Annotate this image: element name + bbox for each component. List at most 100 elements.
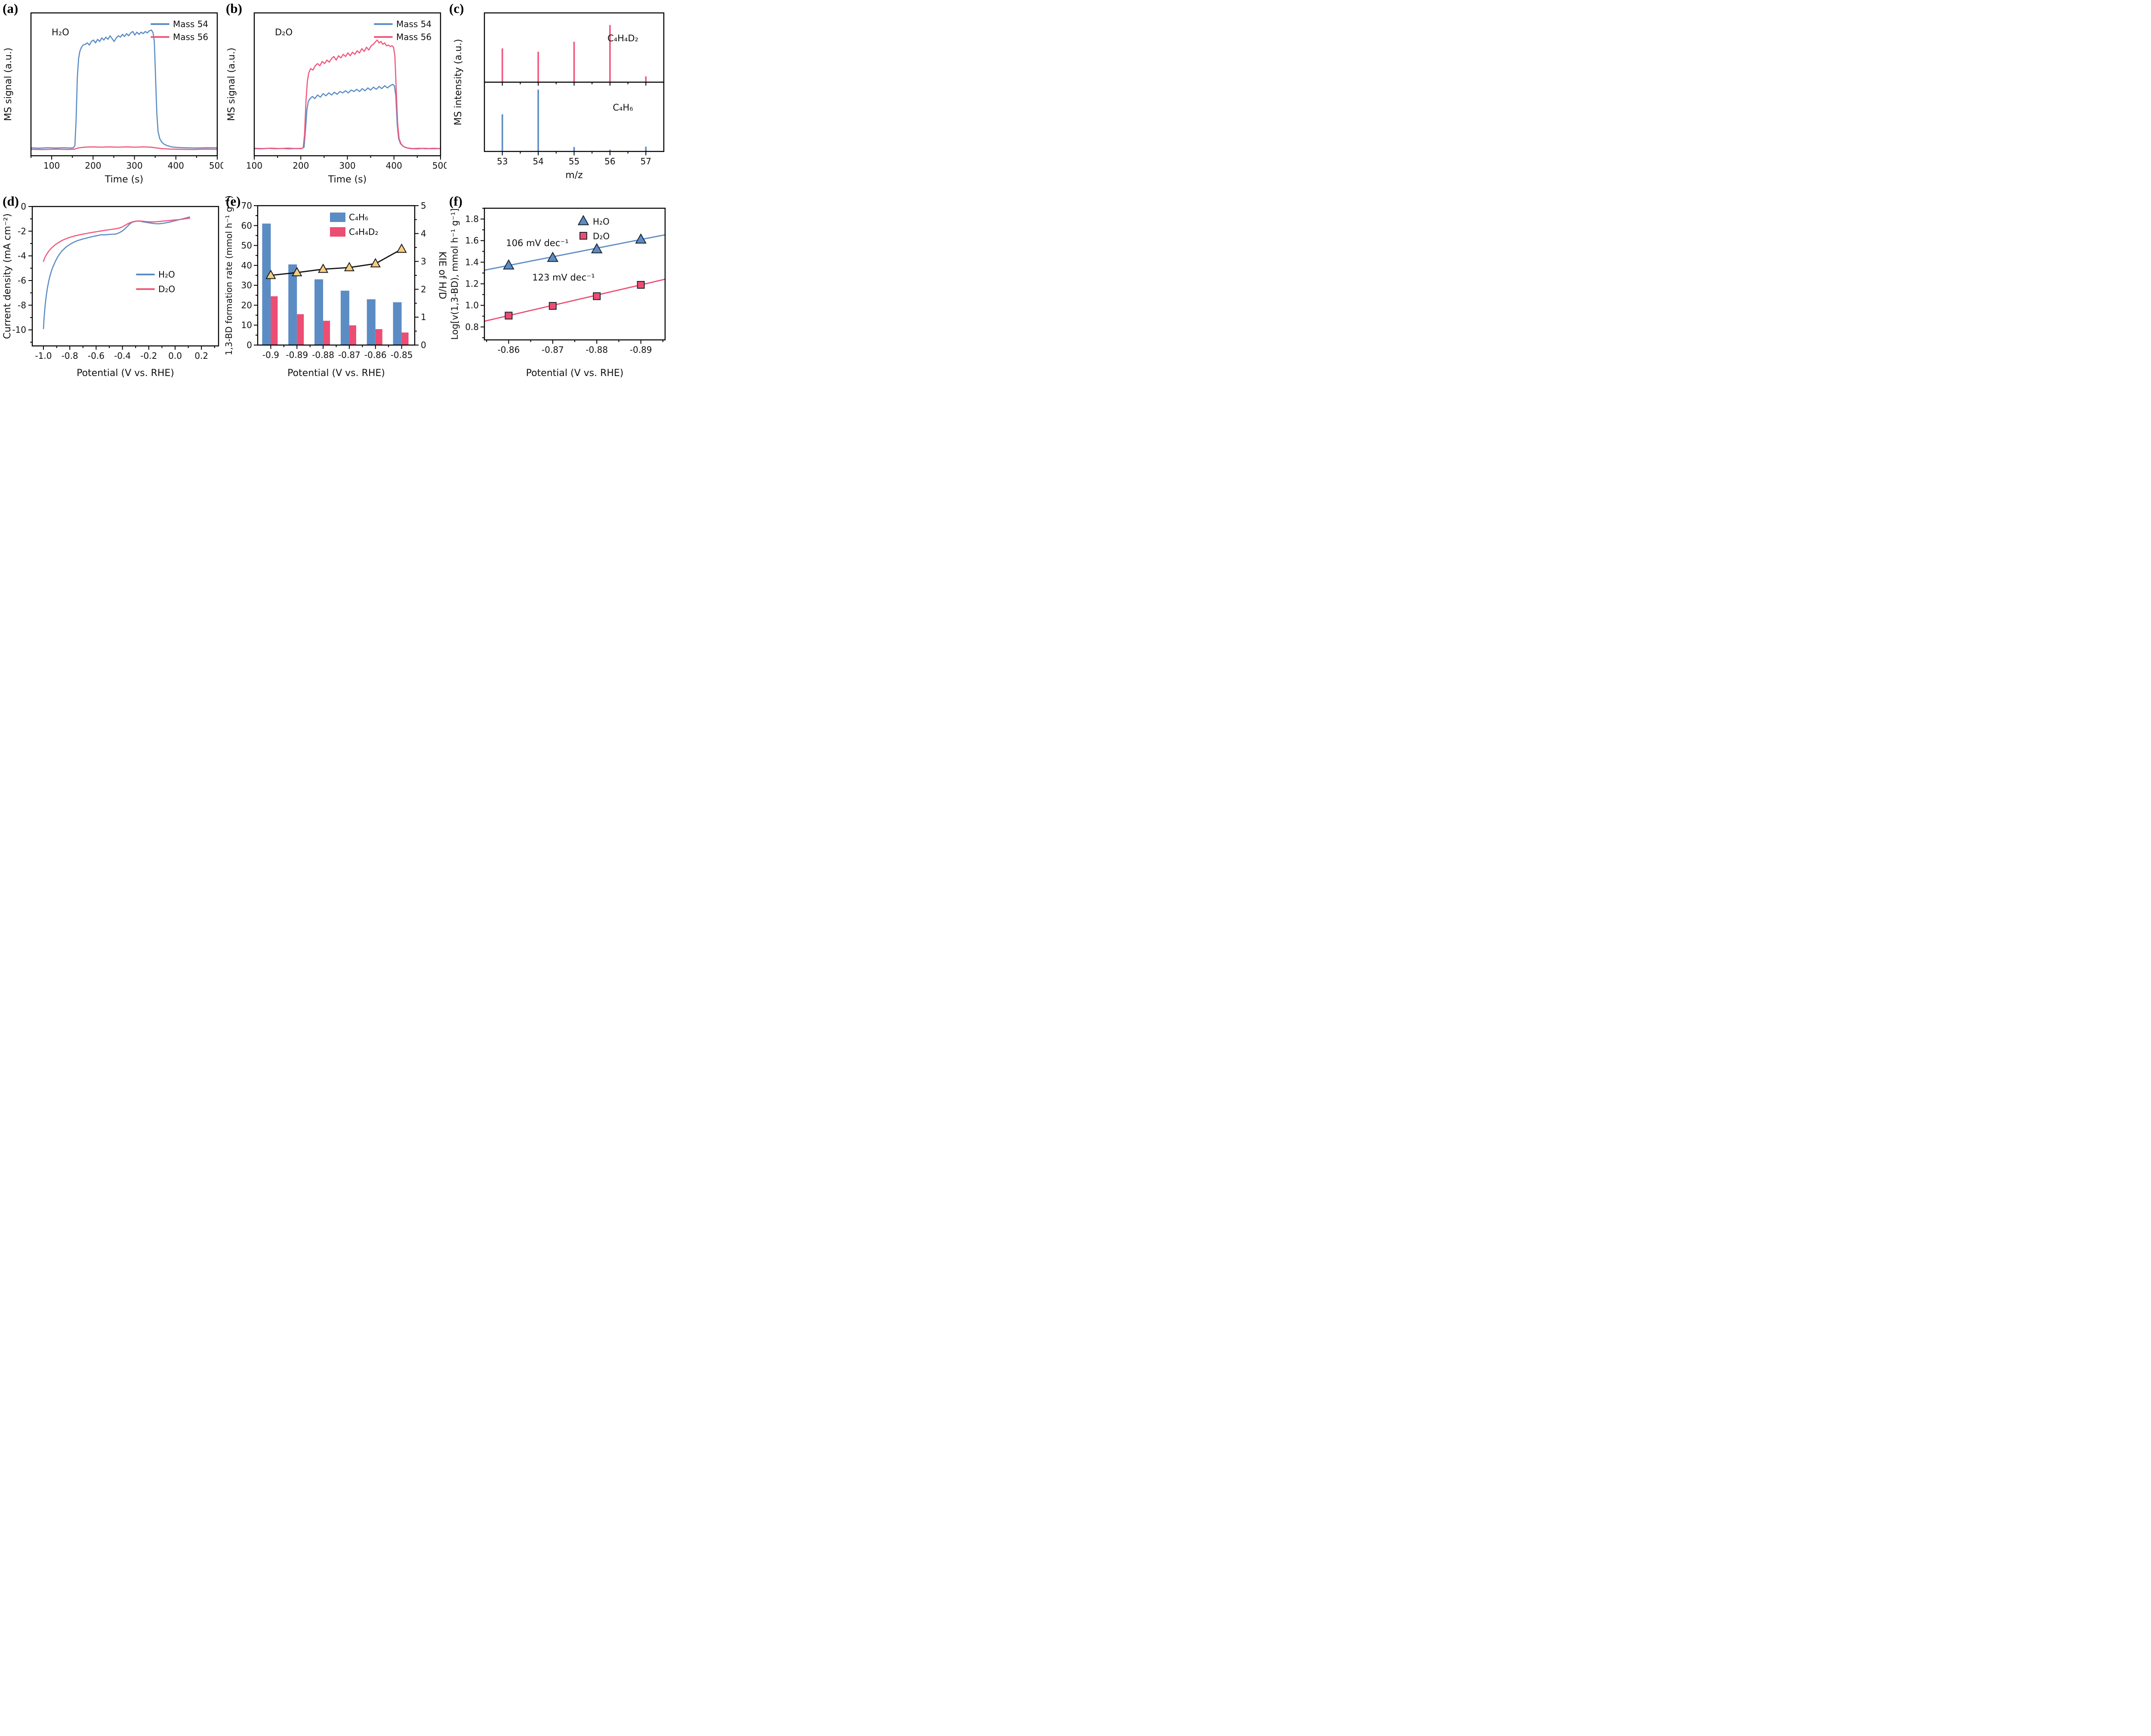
svg-text:2: 2	[421, 284, 426, 294]
svg-text:50: 50	[241, 241, 252, 251]
series-line	[270, 248, 402, 276]
svg-text:57: 57	[641, 156, 651, 167]
panel-b-chart: 100 200 300 400 500 Time (s) MS signal (a.u.) D…	[226, 12, 447, 185]
svg-text:H₂O: H₂O	[52, 27, 69, 37]
svg-text:-6: -6	[18, 275, 26, 286]
svg-text:-0.8: -0.8	[62, 351, 78, 361]
svg-text:54: 54	[533, 156, 543, 167]
bar-c4h4d2	[323, 321, 330, 345]
series-line	[484, 234, 666, 271]
series-line	[484, 278, 666, 322]
panel-f: (f) -0.86 -0.87 -0.88 -0.89 0.8 1.0 1.2 1.4 1.6 1…	[447, 193, 670, 386]
svg-text:5: 5	[421, 200, 426, 211]
panel-e: (e) 0 10 20 30 40 50 60 70 0 1 2 3 4 5 -0.9 -0.89 -0.88-…	[223, 193, 447, 386]
legend: H₂O D₂O	[136, 269, 175, 294]
svg-text:-0.9: -0.9	[262, 350, 279, 360]
svg-text:300: 300	[339, 160, 355, 171]
svg-text:1.2: 1.2	[465, 279, 479, 289]
plot-frame	[30, 12, 218, 157]
svg-text:500: 500	[432, 160, 447, 171]
svg-text:400: 400	[386, 160, 402, 171]
panel-a: (a) 100 200 300 400 500 Time (s) MS signal (a.…	[0, 0, 223, 193]
svg-text:MS signal (a.u.): MS signal (a.u.)	[226, 48, 237, 121]
svg-text:100: 100	[43, 160, 60, 171]
svg-text:106 mV dec⁻¹: 106 mV dec⁻¹	[506, 238, 569, 248]
svg-text:D₂O: D₂O	[275, 27, 293, 37]
legend-swatch	[330, 213, 345, 222]
svg-text:-4: -4	[18, 251, 26, 261]
series-line	[253, 83, 441, 149]
bar-c4h6	[262, 223, 271, 345]
svg-text:0.2: 0.2	[194, 351, 208, 361]
panel-e-chart: 0 10 20 30 40 50 60 70 0 1 2 3 4 5 -0.9 -0.89 -0.88 -0.87…	[224, 195, 447, 379]
svg-text:200: 200	[293, 160, 309, 171]
bar-c4h6	[288, 264, 297, 345]
panel-d-label: (d)	[3, 194, 19, 209]
svg-text:-0.88: -0.88	[312, 350, 334, 360]
bar-c4h6	[340, 290, 349, 345]
plot-frame	[257, 205, 416, 346]
svg-text:0: 0	[21, 201, 26, 212]
svg-text:1.8: 1.8	[465, 214, 479, 224]
figure-panel-grid: (a) 100 200 300 400 500 Time (s) MS signal (a.…	[0, 0, 670, 386]
triangle-marker	[317, 263, 329, 273]
square-marker	[549, 302, 557, 310]
svg-text:Potential (V vs. RHE): Potential (V vs. RHE)	[77, 368, 174, 379]
series-line	[30, 29, 218, 149]
panel-d: (d) -1.0 -0.8 -0.6 -0.4 -0.2 0.0 0.2 0 -2 -4 -6 -8-…	[0, 193, 223, 386]
legend: H₂O D₂O	[577, 215, 610, 241]
svg-text:C₄H₆: C₄H₆	[613, 102, 633, 113]
svg-text:-0.89: -0.89	[630, 345, 652, 355]
svg-text:-0.87: -0.87	[542, 345, 564, 355]
svg-text:Time (s): Time (s)	[105, 174, 143, 185]
svg-text:KIE of H/D: KIE of H/D	[437, 252, 447, 299]
bar-c4h6	[393, 302, 402, 345]
svg-text:-0.6: -0.6	[88, 351, 105, 361]
svg-text:C₄H₄D₂: C₄H₄D₂	[607, 33, 638, 43]
svg-text:55: 55	[569, 156, 579, 167]
triangle-marker	[547, 251, 559, 262]
svg-text:1,3-BD formation rate (mmol h⁻: 1,3-BD formation rate (mmol h⁻¹ g⁻¹)	[224, 195, 234, 355]
square-marker	[637, 281, 645, 289]
plot-frame	[31, 206, 219, 347]
svg-text:200: 200	[85, 160, 101, 171]
svg-text:Current density (mA cm⁻²): Current density (mA cm⁻²)	[2, 213, 13, 339]
svg-text:MS signal (a.u.): MS signal (a.u.)	[3, 48, 14, 121]
panel-e-label: (e)	[226, 194, 241, 209]
svg-text:56: 56	[604, 156, 615, 167]
svg-text:Mass 56: Mass 56	[396, 32, 431, 42]
triangle-marker	[370, 258, 381, 268]
svg-text:-0.87: -0.87	[338, 350, 361, 360]
svg-text:C₄H₆: C₄H₆	[349, 212, 368, 222]
svg-text:Log[v(1,3-BD), mmol h⁻¹ g⁻¹]: Log[v(1,3-BD), mmol h⁻¹ g⁻¹]	[450, 208, 460, 339]
svg-text:0: 0	[247, 340, 252, 350]
series-line	[43, 217, 190, 262]
triangle-marker	[344, 262, 355, 271]
legend: C₄H₆ C₄H₄D₂	[330, 212, 378, 237]
panel-b: (b) 100 200 300 400 500 Time (s) MS signal (a.…	[223, 0, 447, 193]
svg-text:-0.89: -0.89	[286, 350, 308, 360]
bar-c4h4d2	[349, 325, 356, 345]
square-marker	[505, 311, 513, 320]
series-line	[43, 216, 190, 330]
triangle-marker	[265, 269, 276, 279]
bar-c4h4d2	[401, 332, 409, 345]
triangle-marker	[635, 233, 647, 244]
panel-a-label: (a)	[3, 1, 18, 16]
bar-c4h6	[314, 279, 324, 345]
plot-frame	[484, 207, 666, 341]
svg-text:D₂O: D₂O	[158, 284, 175, 294]
svg-text:1: 1	[421, 312, 426, 322]
legend: Mass 54 Mass 56	[151, 19, 208, 42]
svg-text:Potential (V vs. RHE): Potential (V vs. RHE)	[526, 368, 624, 379]
legend-square	[579, 232, 587, 240]
svg-text:-0.86: -0.86	[364, 350, 387, 360]
svg-text:-0.2: -0.2	[140, 351, 157, 361]
panel-b-label: (b)	[226, 1, 242, 16]
svg-text:3: 3	[421, 256, 426, 267]
svg-text:-1.0: -1.0	[35, 351, 52, 361]
svg-text:0.0: 0.0	[168, 351, 182, 361]
svg-text:1.4: 1.4	[465, 257, 479, 267]
svg-text:0: 0	[421, 340, 426, 350]
bar-c4h4d2	[271, 296, 278, 345]
